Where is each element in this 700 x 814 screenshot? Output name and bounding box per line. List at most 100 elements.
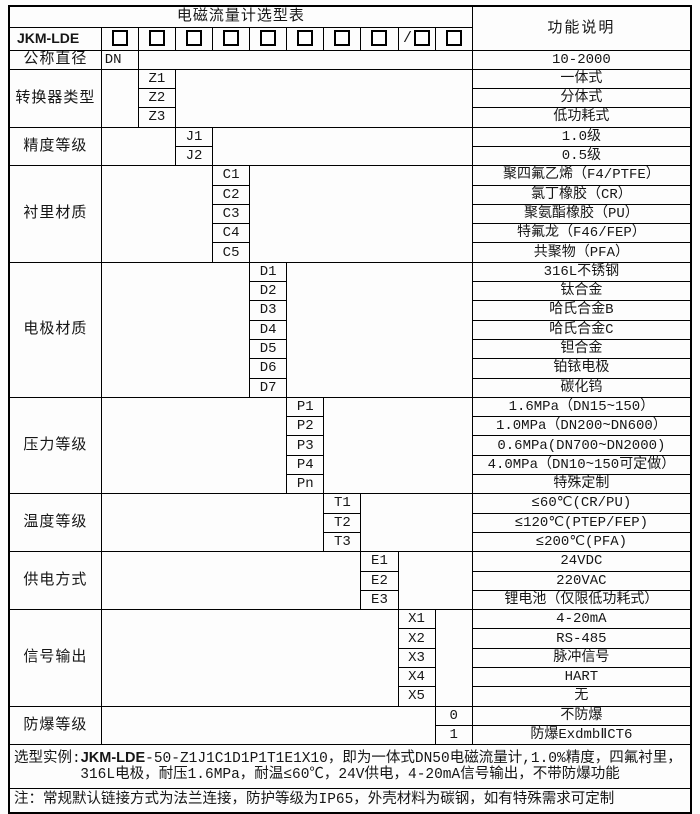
code-D3: D3 (249, 300, 288, 321)
value-Z1: 一体式 (471, 68, 692, 90)
code-E3: E3 (360, 589, 399, 611)
checkbox-icon (445, 30, 462, 47)
value-Pn: 特殊定制 (471, 474, 692, 495)
spacer (323, 396, 473, 495)
code-P4: P4 (286, 454, 325, 476)
code-X5: X5 (397, 686, 436, 707)
category-label-pressure-rating: 压力等级 (8, 396, 102, 495)
code-C3: C3 (212, 203, 251, 225)
category-label-lining-material: 衬里材质 (8, 165, 102, 263)
spacer (212, 126, 473, 167)
code-D2: D2 (249, 281, 288, 302)
spacer (360, 493, 473, 553)
value-X3: 脉冲信号 (471, 647, 692, 669)
model-checkbox-7 (323, 26, 362, 51)
value-C3: 聚氨酯橡胶（PU） (471, 203, 692, 225)
code-P3: P3 (286, 435, 325, 456)
value-D7: 碳化钨 (471, 377, 692, 398)
value-D4: 哈氏合金C (471, 319, 692, 340)
value-P2: 1.0MPa（DN200~DN600） (471, 416, 692, 437)
code-D1: D1 (249, 261, 288, 283)
value-D3: 哈氏合金B (471, 300, 692, 321)
model-checkbox-6 (286, 26, 325, 51)
spacer (100, 165, 214, 263)
example-line2: 316L电极，耐压1.6MPa，耐温≤60℃，24V供电，4-20mA信号输出，… (80, 767, 620, 784)
value-D5: 钽合金 (471, 338, 692, 360)
code-DN: DN (100, 49, 139, 70)
slash-separator: / (403, 29, 413, 47)
code-J2: J2 (174, 145, 214, 167)
code-0: 0 (434, 705, 473, 726)
code-Z3: Z3 (137, 107, 176, 128)
category-label-power-supply: 供电方式 (8, 551, 102, 611)
table-title: 电磁流量计选型表 (8, 5, 473, 28)
value-D1: 316L不锈钢 (471, 261, 692, 283)
checkbox-icon (148, 30, 165, 47)
note-cell: 注：常规默认链接方式为法兰连接，防护等级为IP65，外壳材料为碳钢，如有特殊需求… (8, 788, 692, 814)
checkbox-icon (223, 30, 240, 47)
value-T2: ≤120℃(PTEP/FEP) (471, 512, 692, 533)
value-X5: 无 (471, 686, 692, 707)
spacer (100, 705, 436, 746)
selection-table: 电磁流量计选型表 功能说明 JKM-LDE / 公称直径 DN 10-2000 … (8, 5, 692, 814)
code-C2: C2 (212, 184, 251, 205)
model-checkbox-1 (100, 26, 139, 51)
value-0: 不防爆 (471, 705, 692, 726)
code-J1: J1 (174, 126, 214, 147)
code-X2: X2 (397, 628, 436, 649)
value-Z3: 低功耗式 (471, 107, 692, 128)
checkbox-icon (371, 30, 388, 47)
value-P4: 4.0MPa（DN10~150可定做） (471, 454, 692, 476)
code-D4: D4 (249, 319, 288, 340)
category-label-explosion-proof: 防爆等级 (8, 705, 102, 746)
code-T3: T3 (323, 531, 362, 553)
value-X4: HART (471, 666, 692, 688)
code-E2: E2 (360, 570, 399, 591)
model-prefix: JKM-LDE (8, 26, 102, 51)
code-C1: C1 (212, 165, 251, 186)
value-T1: ≤60℃(CR/PU) (471, 493, 692, 514)
checkbox-icon (260, 30, 277, 47)
code-P1: P1 (286, 396, 325, 418)
spacer (137, 49, 473, 70)
function-column-header: 功能说明 (471, 5, 692, 51)
code-Pn: Pn (286, 474, 325, 495)
model-checkbox-4 (212, 26, 251, 51)
category-label-accuracy: 精度等级 (8, 126, 102, 167)
value-J2: 0.5级 (471, 145, 692, 167)
example-label: 选型实例: (14, 750, 81, 767)
example-model-code: JKM-LDE (80, 749, 146, 766)
value-E3: 锂电池（仅限低功耗式） (471, 589, 692, 611)
spacer (100, 551, 362, 611)
value-E2: 220VAC (471, 570, 692, 591)
model-checkbox-3 (174, 26, 214, 51)
value-J1: 1.0级 (471, 126, 692, 147)
value-E1: 24VDC (471, 551, 692, 572)
value-1: 防爆ExdmbⅡCT6 (471, 724, 692, 746)
code-C5: C5 (212, 242, 251, 263)
checkbox-icon (297, 30, 314, 47)
category-label-diameter: 公称直径 (8, 49, 102, 70)
spacer (434, 609, 473, 707)
model-checkbox-5 (249, 26, 288, 51)
model-checkbox-10 (434, 26, 473, 51)
model-checkbox-8 (360, 26, 399, 51)
code-T1: T1 (323, 493, 362, 514)
selection-example-cell: 选型实例:JKM-LDE-50-Z1J1C1D1P1T1E1X10，即为一体式D… (8, 744, 692, 790)
code-E1: E1 (360, 551, 399, 572)
code-X4: X4 (397, 666, 436, 688)
value-C2: 氯丁橡胶（CR） (471, 184, 692, 205)
value-C4: 特氟龙（F46/FEP） (471, 223, 692, 244)
model-checkbox-9: / (397, 26, 436, 51)
spacer (100, 396, 288, 495)
value-D2: 钛合金 (471, 281, 692, 302)
model-checkbox-2 (137, 26, 176, 51)
value-DN: 10-2000 (471, 49, 692, 70)
category-label-electrode-material: 电极材质 (8, 261, 102, 398)
spacer (100, 609, 399, 707)
code-P2: P2 (286, 416, 325, 437)
spacer (100, 126, 176, 167)
code-X3: X3 (397, 647, 436, 669)
category-label-signal-output: 信号输出 (8, 609, 102, 707)
value-P1: 1.6MPa（DN15~150） (471, 396, 692, 418)
